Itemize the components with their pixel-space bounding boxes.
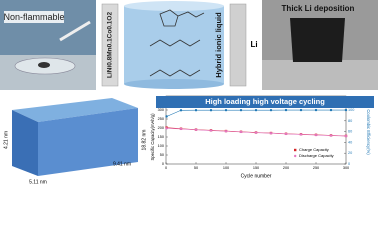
photo-label-bg <box>4 11 64 23</box>
point <box>329 108 333 112</box>
md-box-top <box>12 98 138 122</box>
point <box>239 108 243 112</box>
dim-label: 5.11 nm <box>29 179 47 185</box>
cathode <box>101 3 119 87</box>
molecule-ether <box>149 69 201 77</box>
point <box>254 108 258 112</box>
point <box>344 134 348 138</box>
x-tick-label: 300 <box>343 166 349 170</box>
cathode-label: LiNi0.8Mn0.1Co0.1O2 <box>107 12 114 78</box>
point <box>269 132 273 135</box>
y-tick-label: 50 <box>160 153 164 157</box>
legend-label: Discharge Capacity <box>299 153 334 158</box>
chart: High loading high voltage cycling 0 50 100 1… <box>150 95 374 179</box>
point <box>194 109 198 112</box>
dim-label: 18.82 nm <box>141 130 147 151</box>
y2-tick-label: 40 <box>348 140 352 144</box>
point <box>284 132 288 136</box>
molecule-chain <box>177 11 205 18</box>
anode <box>229 3 247 87</box>
y-tick-label: 250 <box>158 117 164 121</box>
point <box>209 109 213 112</box>
graphical-abstract: Non-flammable LiNi0.8Mn0.1Co0.1O2 Hybrid… <box>0 0 378 185</box>
y-axis-title: Specific Capacity(mAh/g) <box>150 113 155 161</box>
y-tick-label: 200 <box>158 126 164 130</box>
x-tick-label: 200 <box>283 166 289 170</box>
y2-tick-label: 20 <box>348 151 352 155</box>
point <box>284 108 288 112</box>
point <box>239 130 243 134</box>
point <box>165 115 168 118</box>
banner-text: High loading high voltage cycling <box>205 97 325 106</box>
x-tick-label: 100 <box>223 166 229 170</box>
sem-label: Thick Li deposition <box>282 4 355 13</box>
point <box>269 108 273 112</box>
point <box>299 133 303 136</box>
y-tick-label: 100 <box>158 144 164 148</box>
point <box>224 130 228 133</box>
photo-label: Non-flammable <box>3 12 64 22</box>
legend-marker <box>294 154 297 158</box>
point <box>194 128 198 131</box>
y-tick-label: 300 <box>158 108 164 112</box>
electrolyte-cylinder <box>124 6 224 84</box>
x-axis-title: Cycle number <box>241 173 272 179</box>
y2-tick-label: 60 <box>348 130 352 134</box>
y2-tick-label: 80 <box>348 119 352 123</box>
dim-label: 4.21 nm <box>3 131 9 149</box>
x-tick-label: 250 <box>313 166 319 170</box>
point <box>179 109 183 112</box>
electrolyte-label: Hybrid ionic liquid <box>214 12 223 78</box>
syringe <box>59 20 91 42</box>
anode-label: Li <box>250 40 257 49</box>
y2-tick-label: 0 <box>348 162 350 166</box>
y2-tick-label: 100 <box>348 108 354 112</box>
x-tick-label: 0 <box>165 166 167 170</box>
point <box>329 134 333 137</box>
y-tick-label: 0 <box>162 162 164 166</box>
cylinder-top <box>124 1 224 11</box>
sample <box>38 62 50 68</box>
point <box>254 131 258 134</box>
point <box>165 127 168 130</box>
dim-label: 9.41 nm <box>113 161 131 167</box>
point <box>209 129 213 132</box>
x-tick-label: 50 <box>194 166 198 170</box>
molecule-ring <box>159 9 179 27</box>
point <box>344 108 348 112</box>
y-tick-label: 150 <box>158 135 164 139</box>
legend-label: Charge Capacity <box>299 147 329 152</box>
point <box>314 108 318 112</box>
point <box>179 127 183 131</box>
molecule-anion <box>149 39 201 47</box>
point <box>314 133 318 137</box>
cylinder-bottom <box>124 79 224 89</box>
sem-substrate <box>262 60 378 90</box>
sem-deposit <box>290 18 345 62</box>
point <box>224 108 228 112</box>
banner <box>156 96 374 108</box>
legend-marker <box>294 148 297 152</box>
y2-axis-title: Coulombic Efficiency(%) <box>366 109 371 155</box>
point <box>299 108 303 112</box>
md-box-side <box>12 110 38 176</box>
md-box-front <box>38 108 138 176</box>
x-tick-label: 150 <box>253 166 259 170</box>
